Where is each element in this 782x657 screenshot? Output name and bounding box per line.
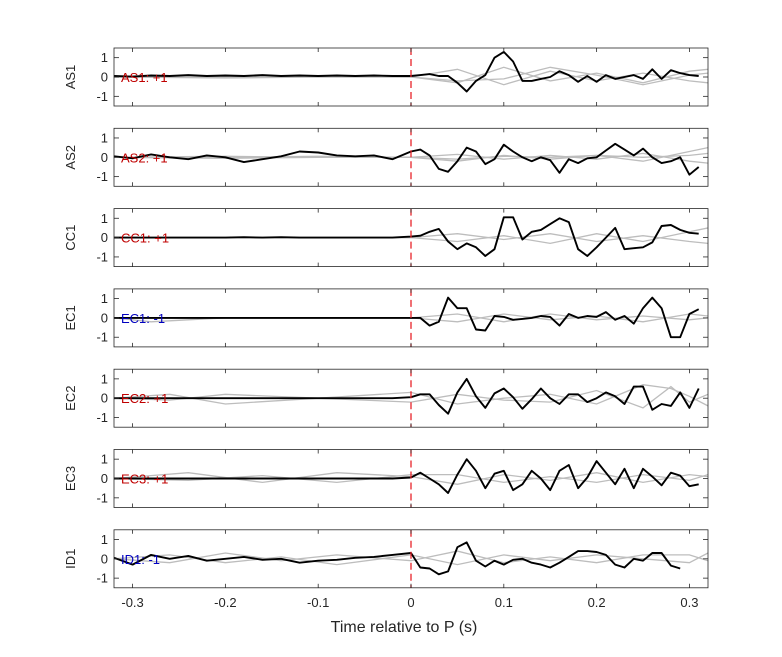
y-tick-label: 1 <box>101 50 108 65</box>
y-tick-label: 0 <box>101 230 108 245</box>
y-tick-label: 1 <box>101 291 108 306</box>
x-tick-label: 0 <box>407 595 414 610</box>
polarity-label: AS1: +1 <box>121 70 168 85</box>
panel-id1: 1 0 -1 ID1 ID1: -1 <box>63 529 709 589</box>
background-trace <box>114 313 708 323</box>
y-tick-label: -1 <box>96 490 108 505</box>
main-trace <box>114 541 681 576</box>
x-tick-label: -0.2 <box>214 595 236 610</box>
main-trace <box>114 377 700 415</box>
background-trace <box>114 385 708 409</box>
y-tick-label: 1 <box>101 532 108 547</box>
y-tick-label: 1 <box>101 211 108 226</box>
panel-ec1: 1 0 -1 EC1 EC1: -1 <box>63 288 709 348</box>
y-tick-label: -1 <box>96 571 108 586</box>
panels-group: 1 0 -1 AS1 AS1: +1 1 0 -1 AS2 AS2: +1 1 0 -1 CC1 CC1: … <box>63 47 709 589</box>
x-tick-label: -0.3 <box>121 595 143 610</box>
main-trace <box>114 142 700 176</box>
panel-as2: 1 0 -1 AS2 AS2: +1 <box>63 127 709 187</box>
y-tick-label: -1 <box>96 410 108 425</box>
y-tick-label: 0 <box>101 471 108 486</box>
main-trace <box>114 216 699 257</box>
station-label: EC3 <box>63 466 78 491</box>
polarity-label: EC1: -1 <box>121 311 165 326</box>
main-trace <box>114 50 699 93</box>
station-label: ID1 <box>63 549 78 569</box>
background-trace <box>114 152 708 164</box>
polarity-label: ID1: -1 <box>121 552 160 567</box>
polarity-label: AS2: +1 <box>121 150 168 165</box>
y-tick-label: -1 <box>96 169 108 184</box>
y-tick-label: 1 <box>101 452 108 467</box>
y-tick-label: 0 <box>101 391 108 406</box>
station-label: AS1 <box>63 65 78 90</box>
panel-as1: 1 0 -1 AS1 AS1: +1 <box>63 47 709 107</box>
x-tick-label: 0.2 <box>588 595 606 610</box>
station-label: EC1 <box>63 305 78 330</box>
y-tick-label: 1 <box>101 130 108 145</box>
x-axis-label: Time relative to P (s) <box>331 619 478 636</box>
x-tick-label: -0.1 <box>307 595 329 610</box>
background-trace <box>114 152 708 160</box>
polarity-label: CC1: +1 <box>121 231 169 246</box>
panel-ec2: 1 0 -1 EC2 EC2: +1 <box>63 368 709 428</box>
panel-ec3: 1 0 -1 EC3 EC3: +1 <box>63 449 709 508</box>
y-tick-label: 0 <box>101 70 108 85</box>
polarity-label: EC2: +1 <box>121 391 168 406</box>
background-trace <box>114 384 708 407</box>
y-tick-label: 1 <box>101 371 108 386</box>
y-tick-label: 0 <box>101 150 108 165</box>
background-trace <box>114 550 708 564</box>
x-tick-label: 0.1 <box>495 595 513 610</box>
panel-cc1: 1 0 -1 CC1 CC1: +1 <box>63 208 709 268</box>
main-trace <box>114 458 699 494</box>
y-tick-label: -1 <box>96 249 108 264</box>
main-trace <box>114 296 700 339</box>
background-trace <box>114 552 708 566</box>
station-label: CC1 <box>63 225 78 251</box>
y-tick-label: 0 <box>101 551 108 566</box>
x-axis: -0.3 -0.2 -0.1 0 0.1 0.2 0.3 <box>121 595 698 610</box>
station-label: AS2 <box>63 145 78 170</box>
y-tick-label: 0 <box>101 310 108 325</box>
y-tick-label: -1 <box>96 330 108 345</box>
station-label: EC2 <box>63 386 78 411</box>
x-tick-label: 0.3 <box>680 595 698 610</box>
y-tick-label: -1 <box>96 89 108 104</box>
polarity-label: EC3: +1 <box>121 472 168 487</box>
